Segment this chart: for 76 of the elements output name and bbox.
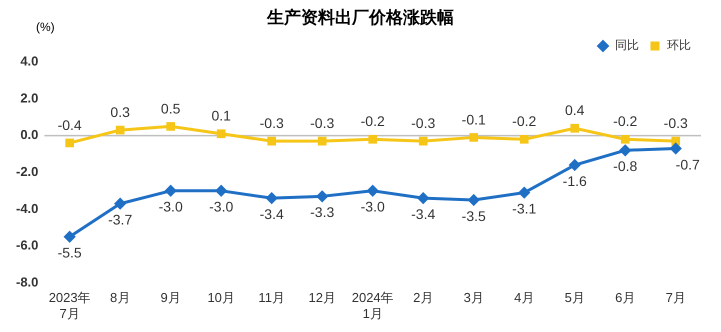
data-label: -0.2 <box>360 113 385 130</box>
point <box>518 187 530 198</box>
data-label: -0.1 <box>462 111 486 128</box>
x-tick-label: 9月 <box>160 290 181 306</box>
data-label: -3.0 <box>360 198 385 215</box>
y-axis-title: (%) <box>36 20 55 34</box>
point <box>670 142 682 154</box>
data-label: -0.3 <box>310 114 334 131</box>
point <box>367 185 378 196</box>
x-tick-label: 5月 <box>564 290 585 306</box>
x-tick-label: 2024年 1月 <box>352 290 394 321</box>
data-label: 0.3 <box>110 104 130 120</box>
point <box>316 190 328 202</box>
y-tick-label: 4.0 <box>20 54 38 69</box>
point <box>114 198 126 210</box>
data-label: 0.4 <box>564 102 585 118</box>
data-label: -3.5 <box>462 208 486 224</box>
data-label: -0.2 <box>613 113 638 130</box>
data-label: -3.4 <box>411 206 436 222</box>
point <box>267 136 276 146</box>
point <box>418 136 428 146</box>
point <box>216 129 226 138</box>
data-label: -3.0 <box>158 198 183 215</box>
y-tick-label: 2.0 <box>20 90 38 106</box>
point <box>318 136 327 146</box>
point <box>569 160 580 171</box>
point <box>468 194 480 206</box>
point <box>418 192 429 204</box>
x-tick-label: 8月 <box>110 290 130 306</box>
point <box>671 136 680 146</box>
point <box>166 122 175 131</box>
point <box>368 134 378 144</box>
y-tick-label: -4.0 <box>16 200 38 216</box>
point <box>65 138 74 148</box>
y-tick-label: -6.0 <box>16 238 38 253</box>
x-tick-label: 11月 <box>258 290 285 306</box>
data-label: -0.4 <box>58 116 82 133</box>
data-label: -0.3 <box>260 114 284 131</box>
point <box>165 185 176 196</box>
point <box>64 231 76 242</box>
x-tick-label: 6月 <box>615 290 636 306</box>
data-label: 0.1 <box>211 108 232 124</box>
point <box>266 192 278 204</box>
point <box>116 126 124 134</box>
data-label: -0.3 <box>664 114 688 131</box>
x-tick-label: 12月 <box>308 290 336 306</box>
point <box>216 185 227 196</box>
data-label: -3.3 <box>310 204 334 220</box>
chart-title: 生产资料出厂价格涨跌幅 <box>267 8 454 28</box>
x-tick-label: 10月 <box>207 290 235 306</box>
data-label: -5.5 <box>58 244 82 261</box>
legend-label: 环比 <box>667 38 691 52</box>
data-label: -0.3 <box>411 114 436 131</box>
data-label: 0.5 <box>160 100 181 116</box>
data-label: -1.6 <box>562 172 588 189</box>
point <box>469 133 478 142</box>
data-label: -3.1 <box>512 200 536 216</box>
data-label: -0.7 <box>676 156 700 172</box>
data-label: -0.2 <box>512 113 536 130</box>
point <box>620 144 631 156</box>
data-label: -3.0 <box>209 198 234 215</box>
point <box>570 124 580 133</box>
x-tick-label: 3月 <box>464 290 484 306</box>
legend-label: 同比 <box>615 38 639 52</box>
point <box>520 134 529 144</box>
y-tick-label: -8.0 <box>16 274 38 290</box>
x-tick-label: 4月 <box>514 290 534 306</box>
point <box>620 134 630 144</box>
x-tick-label: 2023年 7月 <box>48 290 91 321</box>
data-label: -0.8 <box>613 158 638 174</box>
data-label: -3.4 <box>260 206 284 222</box>
y-tick-label: -2.0 <box>16 164 38 179</box>
x-tick-label: 7月 <box>666 290 686 306</box>
y-tick-label: 0.0 <box>20 127 38 142</box>
x-tick-label: 2月 <box>413 290 434 306</box>
data-label: -3.7 <box>108 212 132 228</box>
